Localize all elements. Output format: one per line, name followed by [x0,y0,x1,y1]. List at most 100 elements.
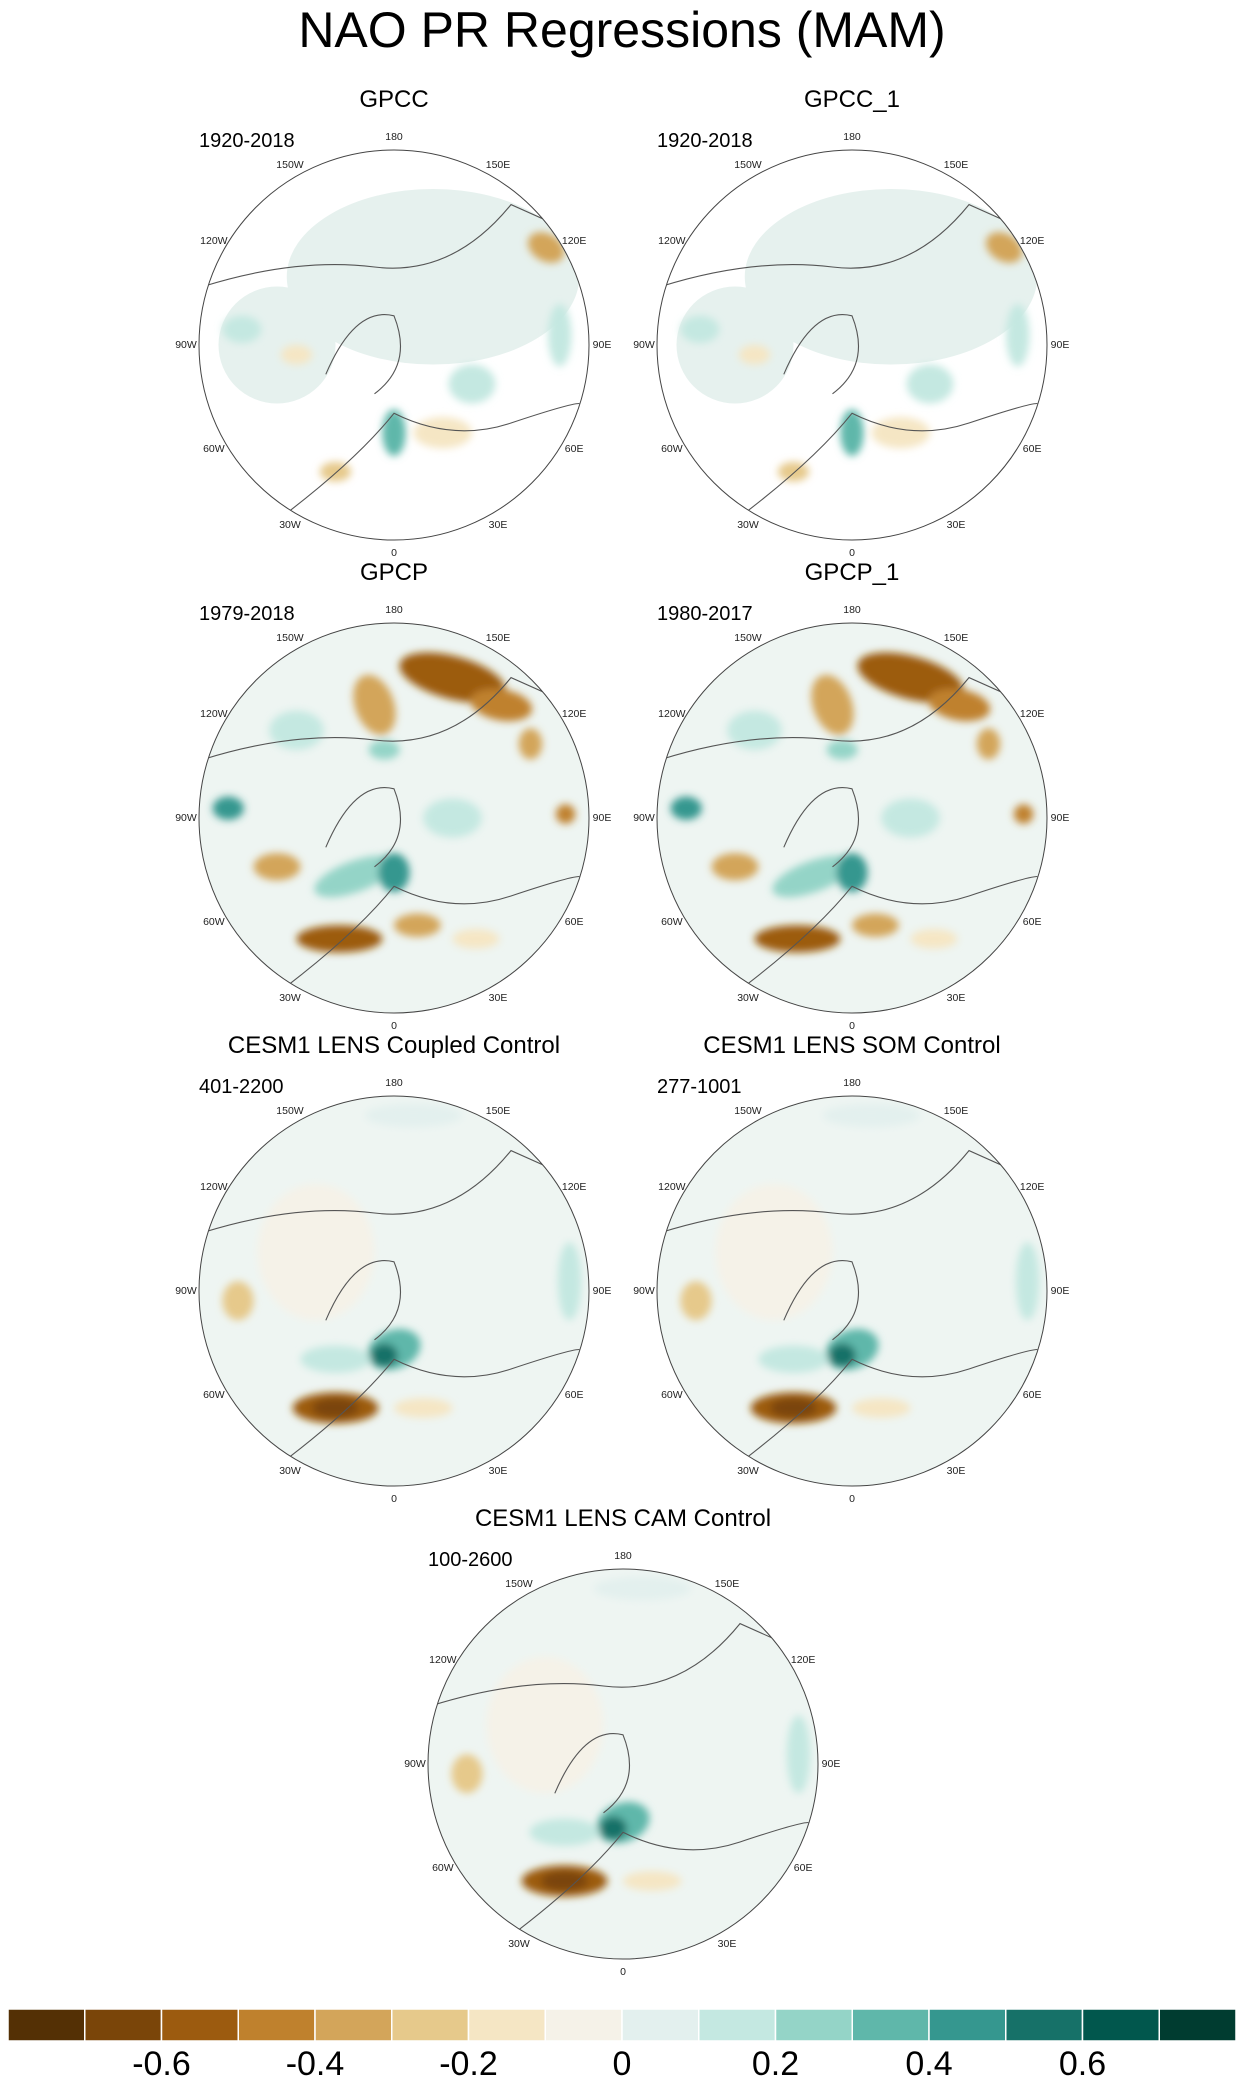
map-border [656,622,1048,1014]
longitude-label: 180 [843,1077,861,1089]
longitude-label: 60W [432,1862,454,1874]
longitude-label: 30E [946,519,966,532]
map-field [199,150,589,540]
longitude-label: 150E [485,1104,511,1117]
longitude-label: 120W [200,708,228,720]
longitude-label: 180 [385,604,403,616]
longitude-label: 90W [404,1758,426,1770]
longitude-label: 150E [714,1577,740,1590]
longitude-label: 30W [737,1465,759,1478]
coastline [202,676,586,994]
map-field [657,623,1047,1013]
longitude-label: 30W [737,519,759,532]
panel-title: GPCP [359,559,428,586]
polar-map-lens-coupled [198,1095,590,1487]
colorbar-swatch [160,2009,239,2041]
longitude-label: 0 [391,1493,397,1505]
panel-title: GPCC [359,86,429,113]
colorbar-swatch [1158,2009,1236,2041]
colorbar [8,2009,1236,2041]
colorbar-swatch [84,2009,163,2041]
longitude-label: 120W [658,1181,686,1193]
longitude-label: 30W [508,1938,530,1951]
coastline [660,676,1044,994]
year-range: 1979-2018 [199,603,295,625]
coastline [431,1622,815,1940]
colorbar-tick-label: 0.6 [1058,2045,1107,2083]
longitude-label: 90E [1050,812,1070,824]
longitude-label: 150W [734,158,762,171]
year-range: 1920-2018 [199,130,295,152]
map-field [657,150,1047,540]
map-field [199,623,589,1013]
map-field [199,1096,589,1486]
map-border [198,149,590,541]
longitude-label: 60E [564,1389,584,1401]
longitude-label: 0 [849,547,855,559]
longitude-label: 60W [661,443,683,455]
longitude-label: 90W [633,339,655,351]
longitude-label: 30E [488,1465,508,1478]
map-border [656,1095,1048,1487]
longitude-label: 150E [485,158,511,171]
longitude-label: 150E [943,1104,969,1117]
longitude-label: 60E [1022,443,1042,455]
colorbar-swatch [774,2009,853,2041]
year-range: 1920-2018 [657,130,753,152]
longitude-label: 150E [943,158,969,171]
colorbar-swatch [8,2009,86,2041]
colorbar-swatch [314,2009,393,2041]
longitude-label: 60E [1022,1389,1042,1401]
longitude-label: 0 [849,1020,855,1032]
longitude-label: 60W [203,443,225,455]
longitude-label: 0 [391,1020,397,1032]
coastline [660,1149,1044,1467]
longitude-label: 90E [592,339,612,351]
longitude-label: 150E [943,631,969,644]
longitude-label: 150W [276,1104,304,1117]
longitude-label: 60E [1022,916,1042,928]
panel-title: CESM1 LENS CAM Control [474,1505,772,1532]
longitude-label: 150W [505,1577,533,1590]
longitude-label: 30W [737,992,759,1005]
colorbar-tick-label: -0.6 [132,2045,191,2083]
polar-map-gpcp1 [656,622,1048,1014]
longitude-label: 60W [203,916,225,928]
map-border [427,1568,819,1960]
longitude-label: 90E [821,1758,841,1770]
longitude-label: 120W [200,1181,228,1193]
map-border [198,622,590,1014]
longitude-label: 120E [1019,708,1045,720]
polar-map-lens-cam [427,1568,819,1960]
longitude-label: 60E [564,916,584,928]
longitude-label: 120W [200,235,228,247]
polar-map-gpcc [198,149,590,541]
longitude-label: 30W [279,992,301,1005]
longitude-label: 120E [1019,235,1045,247]
year-range: 401-2200 [199,1076,284,1098]
colorbar-swatch [544,2009,623,2041]
longitude-label: 180 [614,1550,632,1562]
longitude-label: 120E [561,235,587,247]
longitude-label: 120E [1019,1181,1045,1193]
year-range: 1980-2017 [657,603,753,625]
colorbar-swatch [391,2009,470,2041]
colorbar-tick-label: -0.2 [439,2045,498,2083]
polar-map-lens-som [656,1095,1048,1487]
colorbar-swatch [467,2009,546,2041]
longitude-label: 180 [843,131,861,143]
panel-title: GPCP_1 [804,559,900,586]
longitude-label: 60E [564,443,584,455]
colorbar-swatch [698,2009,777,2041]
year-range: 100-2600 [428,1549,513,1571]
year-range: 277-1001 [657,1076,742,1098]
longitude-label: 150W [276,158,304,171]
longitude-label: 150W [734,1104,762,1117]
longitude-label: 150E [485,631,511,644]
longitude-label: 0 [391,547,397,559]
colorbar-swatch [928,2009,1007,2041]
polar-map-gpcp [198,622,590,1014]
longitude-label: 90E [592,1285,612,1297]
longitude-label: 60W [203,1389,225,1401]
longitude-label: 60W [661,1389,683,1401]
